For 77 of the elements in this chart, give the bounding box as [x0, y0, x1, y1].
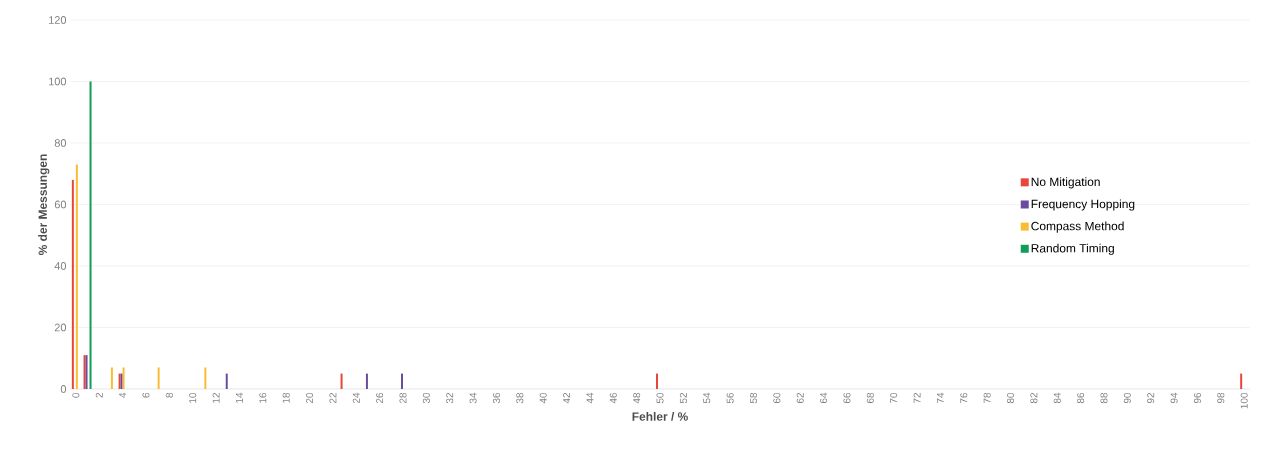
legend-label: Random Timing: [1031, 243, 1114, 255]
x-tick-label: 0: [72, 392, 80, 398]
x-tick-label: 80: [1006, 392, 1015, 404]
bar: [365, 373, 368, 389]
x-tick-label: 84: [1053, 392, 1061, 404]
x-tick-label: 30: [422, 392, 430, 404]
y-tick-label: 100: [49, 77, 67, 86]
legend-label: Compass Method: [1031, 221, 1124, 233]
legend-label: No Mitigation: [1031, 177, 1100, 189]
x-tick-label: 74: [936, 392, 944, 404]
x-tick-label: 58: [749, 392, 757, 404]
x-tick-label: 56: [726, 392, 734, 404]
x-tick-label: 68: [866, 392, 874, 404]
bar: [71, 179, 74, 389]
x-tick-label: 88: [1100, 392, 1108, 404]
y-tick-label: 120: [49, 16, 67, 24]
x-tick-label: 100: [1240, 392, 1248, 409]
bar: [225, 373, 228, 389]
x-tick-label: 70: [890, 392, 898, 404]
bar: [204, 367, 207, 389]
x-tick-label: 48: [633, 392, 641, 404]
x-tick-label: 96: [1193, 392, 1201, 404]
x-tick-label: 86: [1077, 392, 1085, 404]
x-tick-label: 42: [563, 393, 571, 404]
x-tick-label: 50: [656, 392, 664, 404]
bar: [110, 367, 113, 389]
x-tick-label: 64: [820, 392, 828, 404]
x-tick-label: 72: [913, 393, 921, 404]
legend-label: Frequency Hopping: [1031, 199, 1135, 211]
x-tick-label: 28: [399, 392, 407, 404]
x-tick-label: 18: [282, 392, 290, 403]
y-tick-label: 60: [54, 200, 67, 209]
y-tick-label: 40: [54, 262, 67, 270]
x-tick-label: 90: [1123, 392, 1131, 404]
x-tick-label: 16: [259, 392, 267, 403]
y-axis-title: % der Messungen: [38, 154, 50, 256]
bar: [157, 367, 160, 389]
bar: [400, 373, 403, 389]
x-tick-label: 46: [609, 392, 617, 404]
x-tick-label: 20: [305, 392, 314, 404]
y-tick-label: 80: [54, 139, 67, 147]
x-tick-label: 36: [492, 392, 500, 404]
bar: [656, 373, 659, 389]
x-tick-label: 32: [446, 393, 454, 404]
bar: [122, 367, 125, 389]
y-tick-label: 0: [60, 385, 67, 393]
x-tick-label: 60: [773, 392, 781, 404]
x-tick-label: 6: [142, 392, 150, 398]
x-tick-label: 22: [329, 393, 337, 404]
x-tick-label: 26: [376, 392, 384, 404]
x-tick-label: 8: [165, 392, 173, 398]
bar: [1240, 373, 1243, 389]
x-tick-label: 38: [516, 392, 524, 404]
x-tick-label: 24: [352, 392, 360, 404]
x-tick-label: 94: [1170, 392, 1178, 404]
bar: [89, 81, 92, 389]
x-tick-label: 78: [983, 392, 991, 404]
x-tick-label: 14: [235, 392, 243, 403]
x-tick-label: 98: [1217, 392, 1225, 404]
x-axis-title: Fehler / %: [632, 411, 688, 421]
x-tick-label: 40: [539, 392, 547, 404]
x-tick-label: 92: [1147, 393, 1155, 404]
x-tick-label: 54: [703, 392, 711, 404]
x-tick-label: 4: [119, 392, 127, 398]
x-tick-label: 44: [586, 392, 594, 404]
x-tick-label: 52: [679, 393, 687, 404]
x-tick-label: 2: [95, 393, 103, 398]
x-tick-label: 34: [469, 392, 477, 404]
x-tick-label: 82: [1030, 393, 1038, 404]
x-tick-label: 76: [960, 392, 968, 404]
bar: [75, 164, 78, 389]
y-tick-label: 20: [54, 323, 67, 332]
x-tick-label: 10: [189, 392, 197, 403]
x-tick-label: 62: [796, 393, 804, 404]
bar: [340, 373, 343, 389]
x-tick-label: 12: [212, 393, 220, 403]
x-tick-label: 66: [843, 392, 851, 404]
